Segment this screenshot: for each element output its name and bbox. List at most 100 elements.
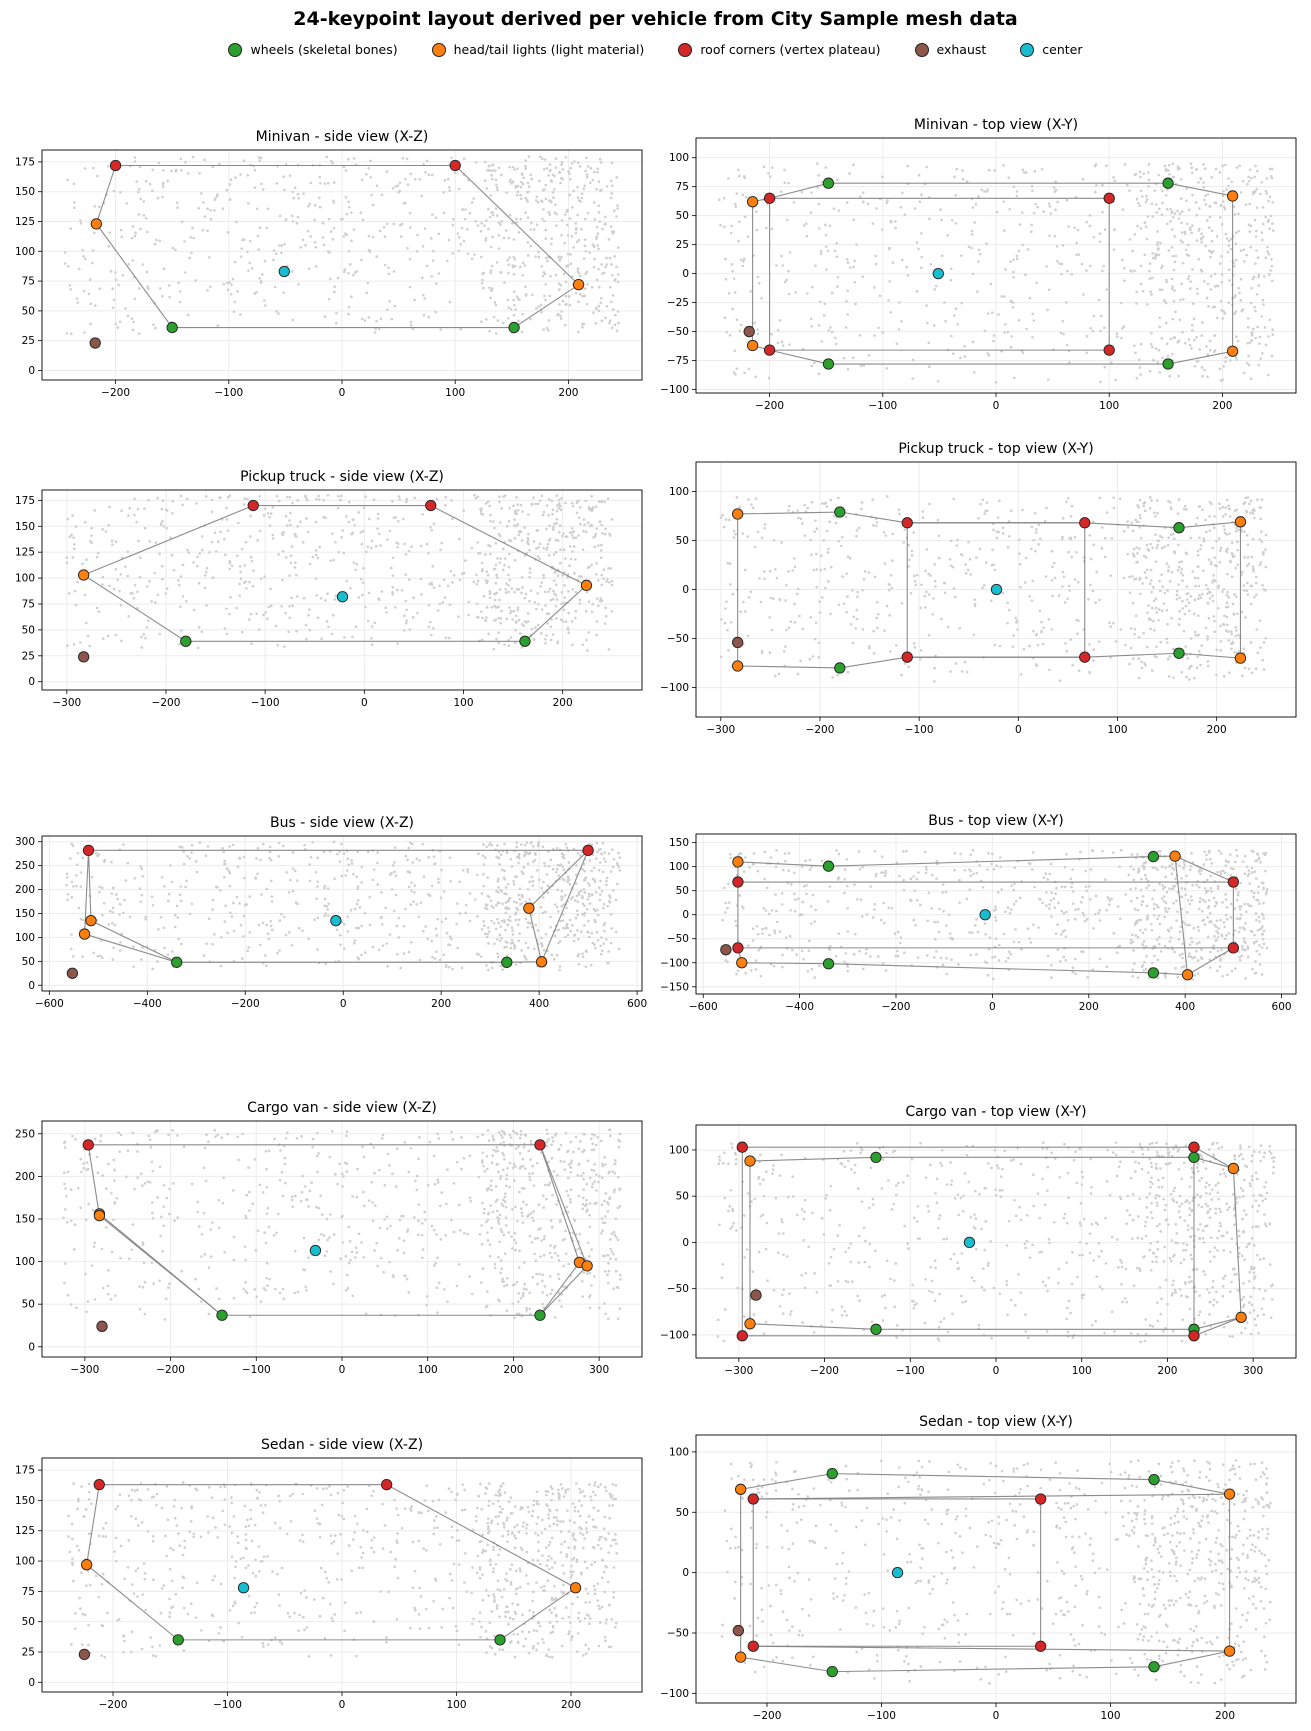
roof-keypoint bbox=[763, 192, 776, 204]
mesh-point bbox=[1189, 595, 1193, 598]
mesh-point bbox=[451, 967, 454, 971]
mesh-point bbox=[269, 512, 273, 515]
mesh-point bbox=[570, 531, 574, 534]
mesh-point bbox=[592, 866, 596, 870]
mesh-point bbox=[1257, 275, 1260, 279]
mesh-point bbox=[1202, 539, 1206, 543]
mesh-point bbox=[539, 585, 542, 588]
mesh-point bbox=[394, 874, 398, 877]
mesh-point bbox=[968, 557, 972, 561]
mesh-point bbox=[198, 552, 202, 555]
mesh-point bbox=[442, 211, 446, 215]
mesh-point bbox=[109, 270, 113, 273]
mesh-point bbox=[485, 935, 489, 939]
mesh-point bbox=[389, 566, 393, 570]
mesh-point bbox=[309, 855, 313, 859]
x-tick-label: −200 bbox=[755, 400, 784, 412]
mesh-point bbox=[507, 644, 511, 648]
roof-keypoint bbox=[1103, 344, 1115, 356]
mesh-point bbox=[1160, 213, 1164, 217]
mesh-point bbox=[1029, 941, 1033, 944]
mesh-point bbox=[464, 208, 467, 211]
mesh-point bbox=[543, 188, 546, 191]
mesh-point bbox=[1270, 167, 1274, 171]
mesh-point bbox=[442, 191, 446, 194]
mesh-point bbox=[459, 327, 463, 331]
mesh-point bbox=[219, 964, 223, 968]
mesh-point bbox=[817, 372, 821, 376]
mesh-point bbox=[737, 168, 740, 172]
x-tick-label: −600 bbox=[689, 1001, 718, 1013]
mesh-point bbox=[127, 614, 130, 618]
mesh-point bbox=[604, 265, 607, 269]
mesh-point bbox=[370, 193, 373, 197]
mesh-point bbox=[604, 614, 608, 618]
mesh-point bbox=[616, 863, 620, 867]
mesh-point bbox=[484, 239, 488, 242]
mesh-point bbox=[1210, 502, 1213, 505]
mesh-point bbox=[435, 934, 439, 937]
mesh-point bbox=[1055, 259, 1059, 263]
mesh-point bbox=[179, 605, 182, 609]
mesh-point bbox=[1143, 509, 1147, 513]
mesh-point bbox=[607, 648, 611, 651]
mesh-point bbox=[975, 556, 978, 559]
pickup-truck-side-view-x-z-title: Pickup truck - side view (X-Z) bbox=[240, 469, 444, 485]
mesh-point bbox=[993, 955, 997, 959]
mesh-point bbox=[602, 568, 606, 571]
mesh-point bbox=[1257, 363, 1261, 367]
mesh-point bbox=[778, 598, 782, 602]
mesh-point bbox=[1234, 258, 1238, 262]
mesh-point bbox=[831, 676, 834, 679]
mesh-point bbox=[467, 600, 470, 604]
mesh-point bbox=[1167, 536, 1170, 539]
mesh-point bbox=[410, 889, 413, 893]
mesh-point bbox=[1135, 302, 1138, 305]
mesh-point bbox=[520, 330, 524, 334]
mesh-point bbox=[517, 893, 521, 897]
mesh-point bbox=[219, 889, 222, 892]
mesh-point bbox=[949, 670, 952, 673]
mesh-point bbox=[444, 636, 448, 640]
mesh-point bbox=[1183, 230, 1187, 234]
mesh-point bbox=[610, 518, 614, 521]
mesh-point bbox=[437, 877, 440, 881]
mesh-point bbox=[582, 529, 585, 533]
mesh-point bbox=[523, 843, 527, 847]
mesh-point bbox=[1099, 329, 1102, 333]
mesh-point bbox=[404, 573, 408, 576]
mesh-point bbox=[534, 626, 537, 629]
mesh-point bbox=[577, 534, 580, 537]
mesh-point bbox=[717, 198, 721, 202]
mesh-point bbox=[1259, 561, 1263, 564]
mesh-point bbox=[1155, 499, 1159, 502]
mesh-point bbox=[1146, 611, 1149, 615]
mesh-point bbox=[160, 875, 164, 879]
mesh-point bbox=[347, 205, 351, 209]
mesh-point bbox=[596, 938, 600, 942]
mesh-point bbox=[900, 673, 903, 677]
mesh-point bbox=[484, 553, 487, 556]
mesh-point bbox=[409, 323, 413, 327]
mesh-point bbox=[563, 323, 567, 327]
mesh-point bbox=[1017, 318, 1021, 322]
mesh-point bbox=[81, 856, 85, 860]
mesh-point bbox=[1195, 335, 1198, 339]
mesh-point bbox=[494, 169, 497, 172]
mesh-point bbox=[333, 598, 336, 601]
mesh-point bbox=[1259, 357, 1263, 360]
mesh-point bbox=[545, 167, 549, 170]
mesh-point bbox=[593, 918, 597, 922]
mesh-point bbox=[71, 514, 74, 517]
mesh-point bbox=[601, 841, 605, 845]
mesh-point bbox=[520, 591, 523, 595]
mesh-point bbox=[1180, 210, 1184, 213]
mesh-point bbox=[530, 177, 533, 181]
mesh-point bbox=[1118, 497, 1122, 501]
mesh-point bbox=[484, 856, 487, 859]
mesh-point bbox=[116, 578, 119, 582]
mesh-point bbox=[505, 945, 508, 949]
mesh-point bbox=[191, 226, 194, 230]
mesh-point bbox=[230, 283, 233, 287]
x-tick-label: 400 bbox=[1175, 1001, 1195, 1013]
